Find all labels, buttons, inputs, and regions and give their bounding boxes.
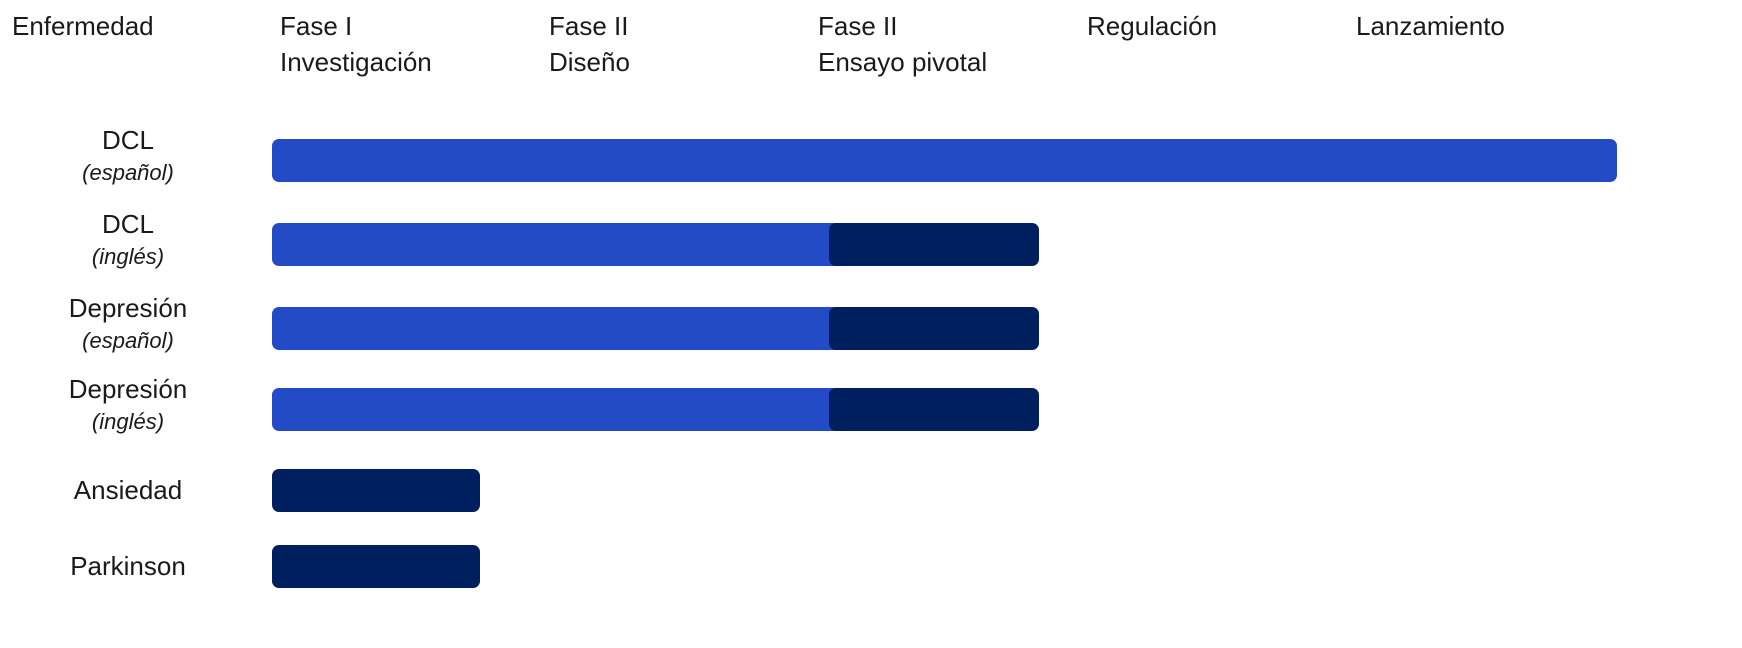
bar-segment (828, 222, 1039, 266)
bar-segment (828, 306, 1039, 350)
phase-header-line2: Investigación (280, 47, 432, 77)
phase-header-line1: Lanzamiento (1356, 11, 1505, 41)
phase-header-line1: Fase II (549, 11, 629, 41)
phase-header: Fase I Investigación (280, 8, 432, 80)
phase-header-line1: Fase II (818, 11, 898, 41)
bar-segment (272, 468, 481, 512)
row-label: Parkinson (28, 548, 228, 584)
row-label-name: Depresión (68, 293, 188, 323)
row-label-name: Ansiedad (73, 475, 183, 505)
bar-segment (272, 306, 851, 350)
phase-header-line2: Ensayo pivotal (818, 47, 988, 77)
row-label-name: Parkinson (70, 551, 186, 581)
bar-segment (272, 387, 851, 431)
header-enfermedad: Enfermedad (12, 11, 154, 41)
bar-segment (272, 544, 481, 588)
phase-header: Fase II Ensayo pivotal (818, 8, 987, 80)
row-label: Depresión (inglés) (28, 371, 228, 437)
phase-header: Fase II Diseño (549, 8, 630, 80)
row-label: DCL (español) (28, 122, 228, 188)
bar-segment (272, 138, 1617, 182)
row-label-language: (español) (82, 160, 174, 185)
row-label: DCL (inglés) (28, 206, 228, 272)
row-label-name: DCL (101, 125, 154, 155)
phase-header-line1: Regulación (1087, 11, 1218, 41)
row-label-language: (inglés) (91, 244, 165, 269)
row-label-language: (inglés) (91, 409, 165, 434)
phase-header-line2: Diseño (549, 47, 630, 77)
phase-header-line1: Fase I (280, 11, 353, 41)
phase-header: Lanzamiento (1356, 8, 1505, 44)
row-label: Depresión (español) (28, 290, 228, 356)
bar-segment (828, 387, 1039, 431)
row-label: Ansiedad (28, 472, 228, 508)
bar-segment (272, 222, 851, 266)
phase-header: Regulación (1087, 8, 1217, 44)
row-label-name: Depresión (68, 374, 188, 404)
row-label-name: DCL (101, 209, 154, 239)
row-label-language: (español) (82, 328, 174, 353)
